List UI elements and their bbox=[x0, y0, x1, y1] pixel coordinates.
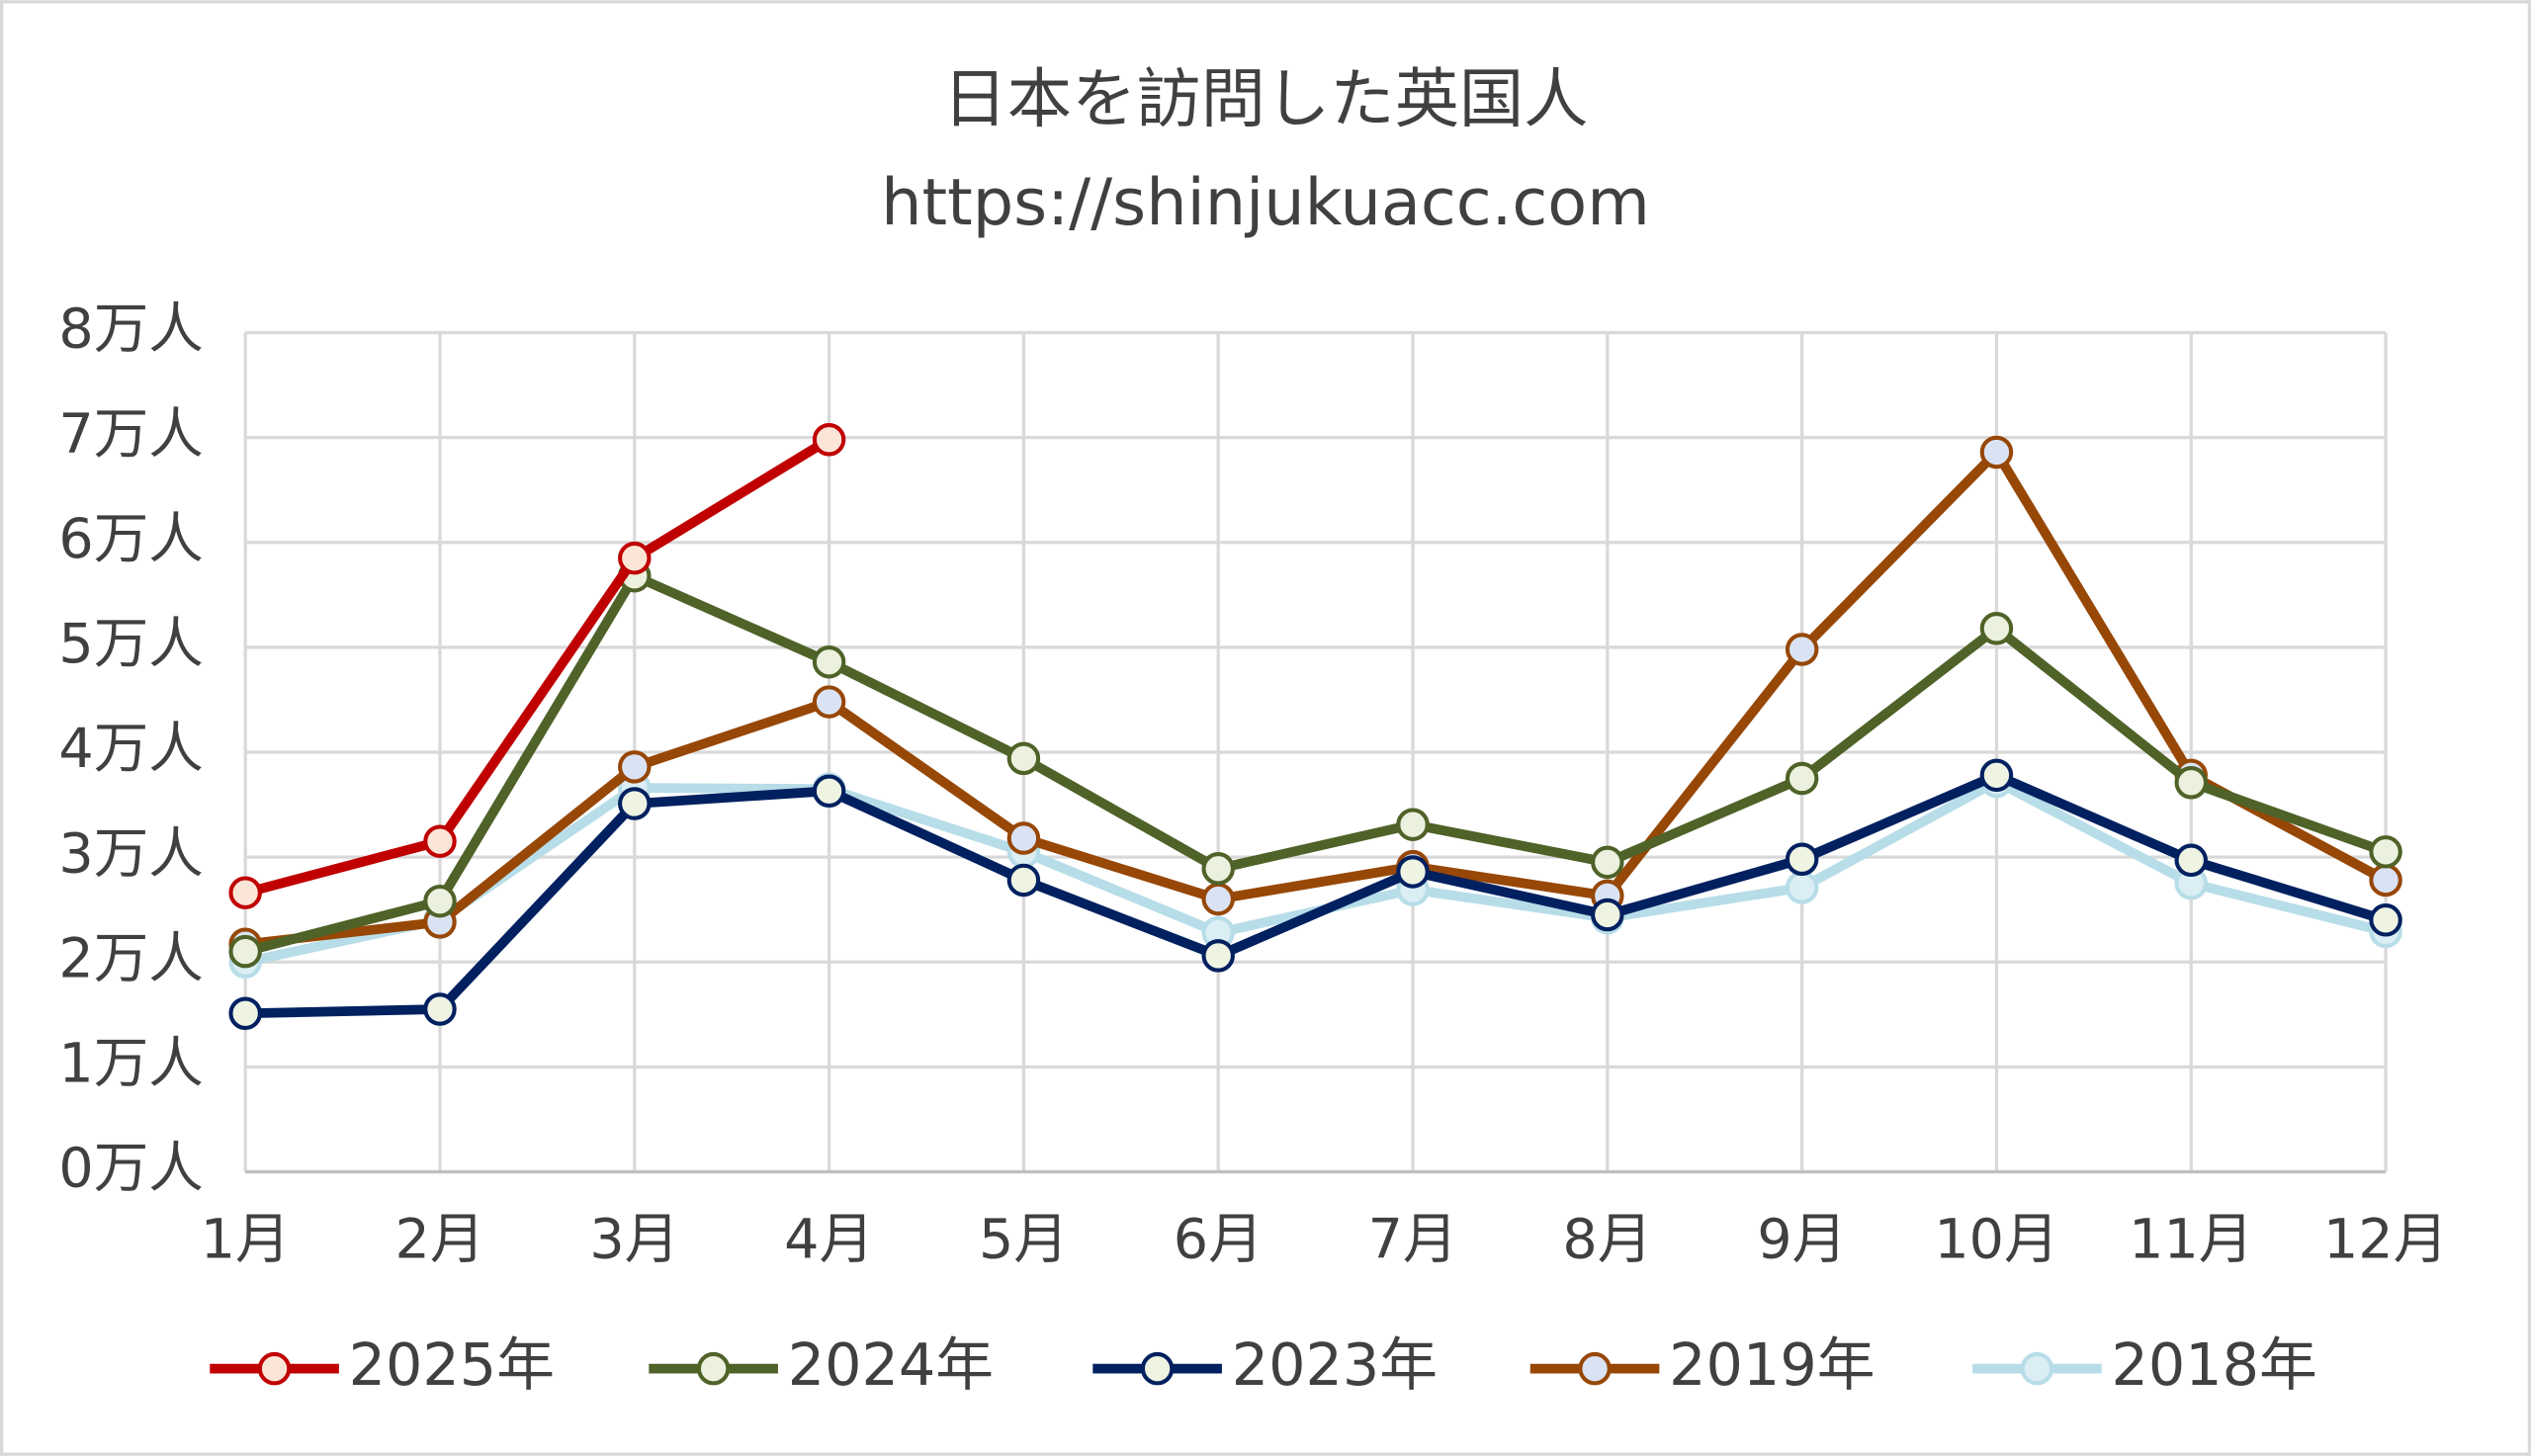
data-point bbox=[812, 774, 846, 808]
chart-title: 日本を訪問した英国人 bbox=[943, 62, 1589, 137]
x-tick-label: 4月 bbox=[784, 1207, 874, 1271]
data-point bbox=[1785, 871, 1819, 904]
data-point bbox=[2174, 843, 2208, 878]
data-point bbox=[1396, 808, 1430, 841]
grid: 0万人 1万人 2万人 3万人 4万人 5万人 6万人 7万人 8万人 1月 2月 3月 4月 5月 6月 7… bbox=[58, 298, 2448, 1272]
legend: 2025年 2024年 2023年 2019年 2018年 bbox=[210, 1330, 2317, 1399]
y-tick-label: 7万人 bbox=[58, 402, 203, 467]
data-point bbox=[228, 934, 262, 969]
chart-subtitle: https://shinjukuacc.com bbox=[881, 165, 1650, 240]
data-point bbox=[2369, 835, 2402, 869]
x-tick-label: 11月 bbox=[2129, 1207, 2253, 1271]
data-point bbox=[1201, 852, 1235, 886]
y-tick-label: 0万人 bbox=[58, 1137, 203, 1201]
x-tick-label: 6月 bbox=[1174, 1207, 1264, 1271]
data-point bbox=[1006, 863, 1041, 898]
data-point bbox=[812, 644, 846, 679]
x-tick-label: 1月 bbox=[201, 1207, 291, 1271]
data-point bbox=[1006, 821, 1041, 855]
data-point bbox=[1785, 633, 1819, 666]
data-point bbox=[618, 787, 652, 820]
data-point bbox=[2369, 903, 2402, 937]
x-tick-label: 12月 bbox=[2323, 1207, 2448, 1271]
y-tick-label: 8万人 bbox=[58, 298, 203, 362]
plot bbox=[228, 423, 2402, 1030]
series-line bbox=[245, 770, 2388, 1019]
legend-marker bbox=[1578, 1351, 1612, 1386]
x-tick-label: 10月 bbox=[1934, 1207, 2058, 1271]
data-point bbox=[228, 996, 262, 1030]
data-point bbox=[423, 824, 457, 858]
y-tick-label: 5万人 bbox=[58, 612, 203, 676]
legend-label: 2025年 bbox=[349, 1330, 555, 1399]
data-point bbox=[1979, 612, 2014, 645]
data-point bbox=[1006, 741, 1041, 776]
legend-marker bbox=[257, 1351, 292, 1386]
data-point bbox=[618, 750, 652, 784]
data-point bbox=[423, 884, 457, 918]
x-tick-label: 8月 bbox=[1562, 1207, 1652, 1271]
data-point bbox=[1201, 882, 1235, 916]
series-line bbox=[243, 570, 2388, 957]
legend-label: 2018年 bbox=[2112, 1330, 2317, 1399]
x-tick-label: 9月 bbox=[1757, 1207, 1847, 1271]
data-point bbox=[1396, 855, 1430, 889]
data-point bbox=[1785, 761, 1819, 796]
data-point bbox=[423, 992, 457, 1026]
y-tick-label: 6万人 bbox=[58, 507, 203, 571]
data-point bbox=[618, 541, 652, 575]
data-point bbox=[1591, 898, 1624, 932]
legend-marker bbox=[2020, 1351, 2054, 1386]
data-point bbox=[812, 685, 846, 719]
data-point bbox=[812, 423, 846, 457]
data-point bbox=[1979, 758, 2014, 793]
data-point bbox=[1979, 435, 2014, 470]
data-point bbox=[2369, 863, 2402, 898]
series-line bbox=[243, 435, 832, 898]
data-point bbox=[1591, 845, 1624, 880]
legend-label: 2024年 bbox=[788, 1330, 994, 1399]
y-tick-label: 4万人 bbox=[58, 717, 203, 781]
legend-label: 2023年 bbox=[1232, 1330, 1438, 1399]
x-tick-label: 7月 bbox=[1368, 1207, 1458, 1271]
legend-marker bbox=[1140, 1351, 1175, 1386]
legend-marker bbox=[696, 1351, 731, 1386]
y-tick-label: 3万人 bbox=[58, 821, 203, 886]
series-line bbox=[244, 447, 2389, 950]
y-tick-label: 2万人 bbox=[58, 926, 203, 990]
data-point bbox=[228, 876, 262, 909]
data-point bbox=[1201, 939, 1235, 973]
x-tick-label: 5月 bbox=[979, 1207, 1069, 1271]
y-tick-label: 1万人 bbox=[58, 1031, 203, 1095]
legend-label: 2019年 bbox=[1669, 1330, 1875, 1399]
x-tick-label: 2月 bbox=[395, 1207, 485, 1271]
data-point bbox=[1785, 842, 1819, 876]
data-point bbox=[2174, 766, 2208, 800]
x-tick-label: 3月 bbox=[589, 1207, 679, 1271]
